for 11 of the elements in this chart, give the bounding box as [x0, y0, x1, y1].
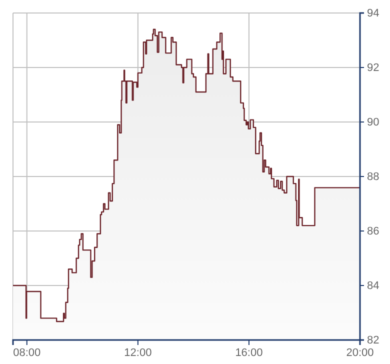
y-tick-label: 92 — [367, 62, 380, 74]
y-tick-label: 82 — [367, 334, 380, 347]
y-tick-label: 90 — [367, 116, 380, 129]
x-tick-label: 08:00 — [13, 346, 41, 359]
y-tick-label: 88 — [367, 171, 380, 184]
y-tick-label: 86 — [367, 226, 380, 238]
x-tick-label: 20:00 — [346, 346, 374, 359]
x-tick-label: 12:00 — [124, 346, 152, 359]
y-tick-label: 94 — [367, 8, 380, 20]
x-tick-label: 16:00 — [235, 346, 263, 359]
y-tick-label: 84 — [367, 280, 380, 292]
